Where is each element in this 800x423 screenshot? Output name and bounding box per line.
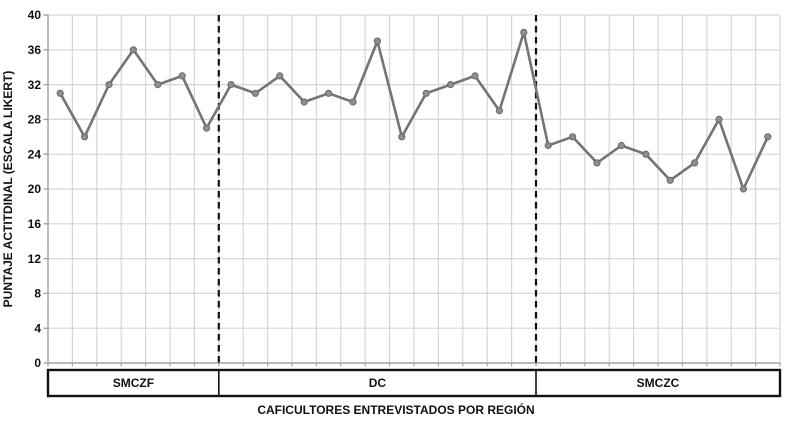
data-point bbox=[251, 89, 259, 97]
y-tick-label: 36 bbox=[28, 43, 42, 57]
y-tick-label: 4 bbox=[34, 321, 41, 335]
y-axis-title: PUNTAJE ACTITDINAL (ESCALA LIKERT) bbox=[1, 71, 15, 308]
data-point bbox=[300, 98, 308, 106]
y-tick-label: 16 bbox=[28, 217, 42, 231]
data-point bbox=[227, 81, 235, 89]
data-point bbox=[593, 159, 601, 167]
data-point bbox=[178, 72, 186, 80]
y-tick-label: 20 bbox=[28, 182, 42, 196]
data-point bbox=[105, 81, 113, 89]
data-point bbox=[422, 89, 430, 97]
data-point bbox=[544, 141, 552, 150]
y-tick-label: 12 bbox=[28, 252, 42, 266]
data-point bbox=[276, 72, 284, 80]
y-tick-label: 0 bbox=[34, 356, 41, 370]
region-label: SMCZF bbox=[113, 376, 154, 390]
x-axis-title: CAFICULTORES ENTREVISTADOS POR REGIÓN bbox=[257, 402, 534, 417]
data-point bbox=[471, 72, 479, 80]
data-point bbox=[666, 176, 674, 184]
y-tick-label: 32 bbox=[28, 78, 42, 92]
region-label: SMCZC bbox=[637, 376, 680, 390]
data-point bbox=[569, 133, 577, 141]
y-tick-label: 24 bbox=[28, 147, 42, 161]
data-point bbox=[373, 37, 381, 45]
data-point bbox=[325, 89, 333, 97]
region-label: DC bbox=[369, 376, 387, 390]
data-point bbox=[520, 28, 528, 37]
y-tick-label: 40 bbox=[28, 8, 42, 22]
data-point bbox=[56, 89, 64, 97]
data-point bbox=[495, 107, 503, 115]
data-point bbox=[617, 141, 626, 150]
data-point bbox=[203, 124, 211, 132]
data-point bbox=[81, 133, 89, 141]
data-point bbox=[764, 133, 772, 141]
data-point bbox=[129, 46, 137, 54]
series-line bbox=[58, 31, 770, 191]
data-point bbox=[349, 98, 357, 106]
plot-area: 0 4 8 12 16 20 24 28 32 36 40 SMCZF DC SMCZC bbox=[28, 8, 782, 398]
data-point bbox=[642, 150, 650, 158]
y-tick-label: 8 bbox=[34, 287, 41, 301]
data-point bbox=[447, 81, 455, 89]
data-point bbox=[739, 185, 748, 193]
region-band bbox=[46, 368, 782, 398]
data-point bbox=[154, 81, 162, 89]
data-point bbox=[398, 133, 406, 141]
y-tick-label: 28 bbox=[28, 113, 42, 127]
data-point bbox=[691, 159, 699, 167]
data-point bbox=[715, 115, 723, 124]
